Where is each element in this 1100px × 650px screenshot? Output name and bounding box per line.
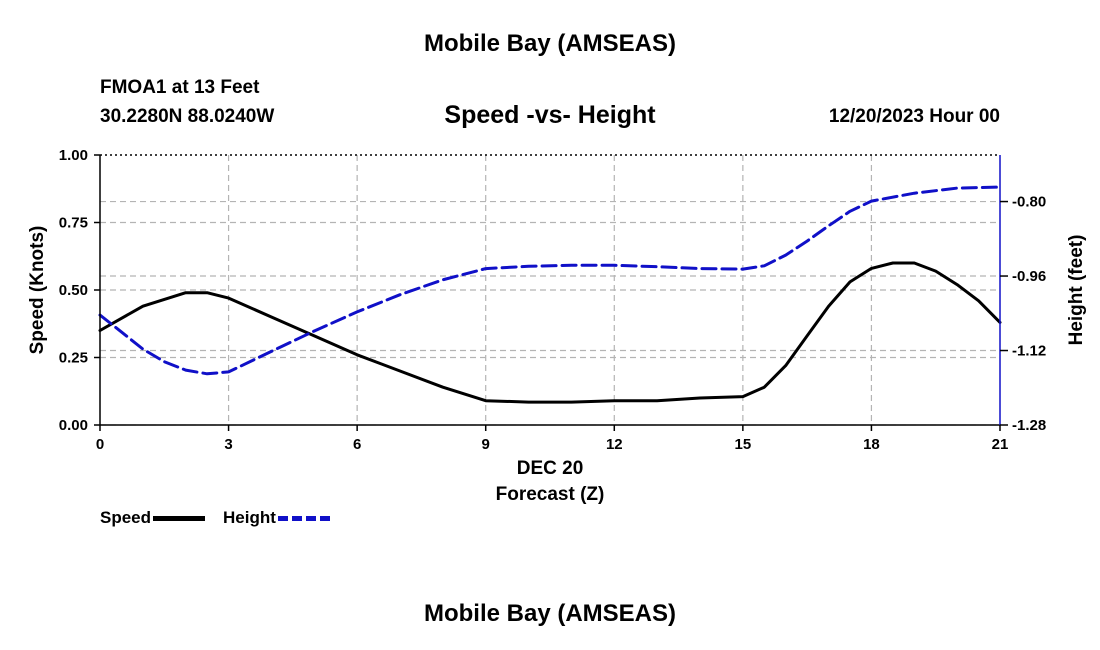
y-tick-label: 0.25 <box>59 350 88 367</box>
x-axis-date-label: DEC 20 <box>517 458 584 479</box>
legend-height-label: Height <box>223 508 276 527</box>
y2-tick-label: -1.28 <box>1012 417 1046 434</box>
legend-speed-swatch <box>153 515 206 521</box>
legend: Speed Height <box>100 508 348 528</box>
y-tick-label: 0.00 <box>59 417 88 434</box>
y2-tick-label: -1.12 <box>1012 343 1046 360</box>
y-tick-label: 1.00 <box>59 147 88 164</box>
grid-lines <box>100 155 1000 426</box>
height-series-line <box>98 185 1002 376</box>
coordinates-label: 30.2280N 88.0240W <box>100 106 275 127</box>
x-tick-label: 18 <box>863 436 880 453</box>
main-title: Mobile Bay (AMSEAS) <box>423 30 677 57</box>
y-tick-label: 0.50 <box>59 282 88 299</box>
x-tick-label: 12 <box>606 436 623 453</box>
legend-height-swatch <box>277 515 330 521</box>
x-tick-label: 9 <box>482 436 490 453</box>
y-axis-label: Speed (Knots) <box>27 226 48 355</box>
x-tick-label: 0 <box>96 436 104 453</box>
x-tick-label: 21 <box>992 436 1009 453</box>
station-label: FMOA1 at 13 Feet <box>100 77 260 98</box>
series-lines <box>98 185 1002 404</box>
legend-item-height: Height <box>223 508 330 528</box>
axes <box>94 154 1008 431</box>
y-tick-label: 0.75 <box>59 215 88 232</box>
legend-speed-label: Speed <box>100 508 152 527</box>
tick-labels: 0 3 6 9 12 15 18 21 0.00 0.25 0.50 0.75 1.00 -1.28 -1.… <box>59 147 1046 453</box>
x-tick-label: 6 <box>353 436 361 453</box>
y2-axis-label: Height (feet) <box>1066 235 1087 346</box>
speed-series-line <box>98 261 1002 404</box>
chart-title: Speed -vs- Height <box>444 101 656 129</box>
legend-item-speed: Speed <box>100 508 206 528</box>
x-axis-label: Forecast (Z) <box>496 484 605 505</box>
x-tick-label: 3 <box>224 436 232 453</box>
x-tick-label: 15 <box>735 436 752 453</box>
footer-title: Mobile Bay (AMSEAS) <box>423 600 677 627</box>
y2-tick-label: -0.96 <box>1012 268 1046 285</box>
y2-tick-label: -0.80 <box>1012 194 1046 211</box>
datetime-label: 12/20/2023 Hour 00 <box>828 106 1000 127</box>
